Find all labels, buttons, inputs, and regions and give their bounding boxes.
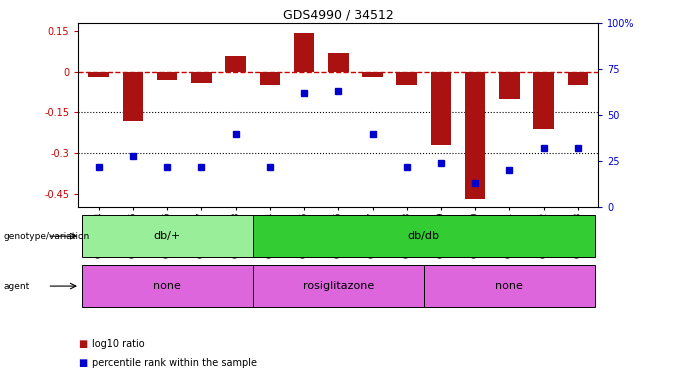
- Bar: [82, 215, 253, 257]
- Bar: [430, 72, 452, 145]
- Bar: [499, 72, 520, 99]
- Bar: [253, 215, 595, 257]
- Bar: [568, 72, 588, 85]
- Bar: [294, 33, 314, 72]
- Bar: [191, 72, 211, 83]
- Bar: [157, 72, 177, 80]
- Bar: [328, 53, 349, 72]
- Bar: [225, 56, 246, 72]
- Text: genotype/variation: genotype/variation: [3, 232, 90, 241]
- Bar: [88, 72, 109, 77]
- Text: rosiglitazone: rosiglitazone: [303, 281, 374, 291]
- Text: ■: ■: [78, 358, 88, 368]
- Text: db/+: db/+: [154, 231, 181, 241]
- Bar: [122, 72, 143, 121]
- Bar: [260, 72, 280, 85]
- Text: db/db: db/db: [408, 231, 440, 241]
- Text: none: none: [153, 281, 181, 291]
- Title: GDS4990 / 34512: GDS4990 / 34512: [283, 9, 394, 22]
- Bar: [533, 72, 554, 129]
- Text: percentile rank within the sample: percentile rank within the sample: [92, 358, 257, 368]
- Bar: [362, 72, 383, 77]
- Text: log10 ratio: log10 ratio: [92, 339, 144, 349]
- Text: ■: ■: [78, 339, 88, 349]
- Bar: [424, 265, 595, 307]
- Text: agent: agent: [3, 281, 30, 291]
- Bar: [82, 265, 253, 307]
- Bar: [253, 265, 424, 307]
- Text: none: none: [496, 281, 524, 291]
- Bar: [465, 72, 486, 199]
- Bar: [396, 72, 417, 85]
